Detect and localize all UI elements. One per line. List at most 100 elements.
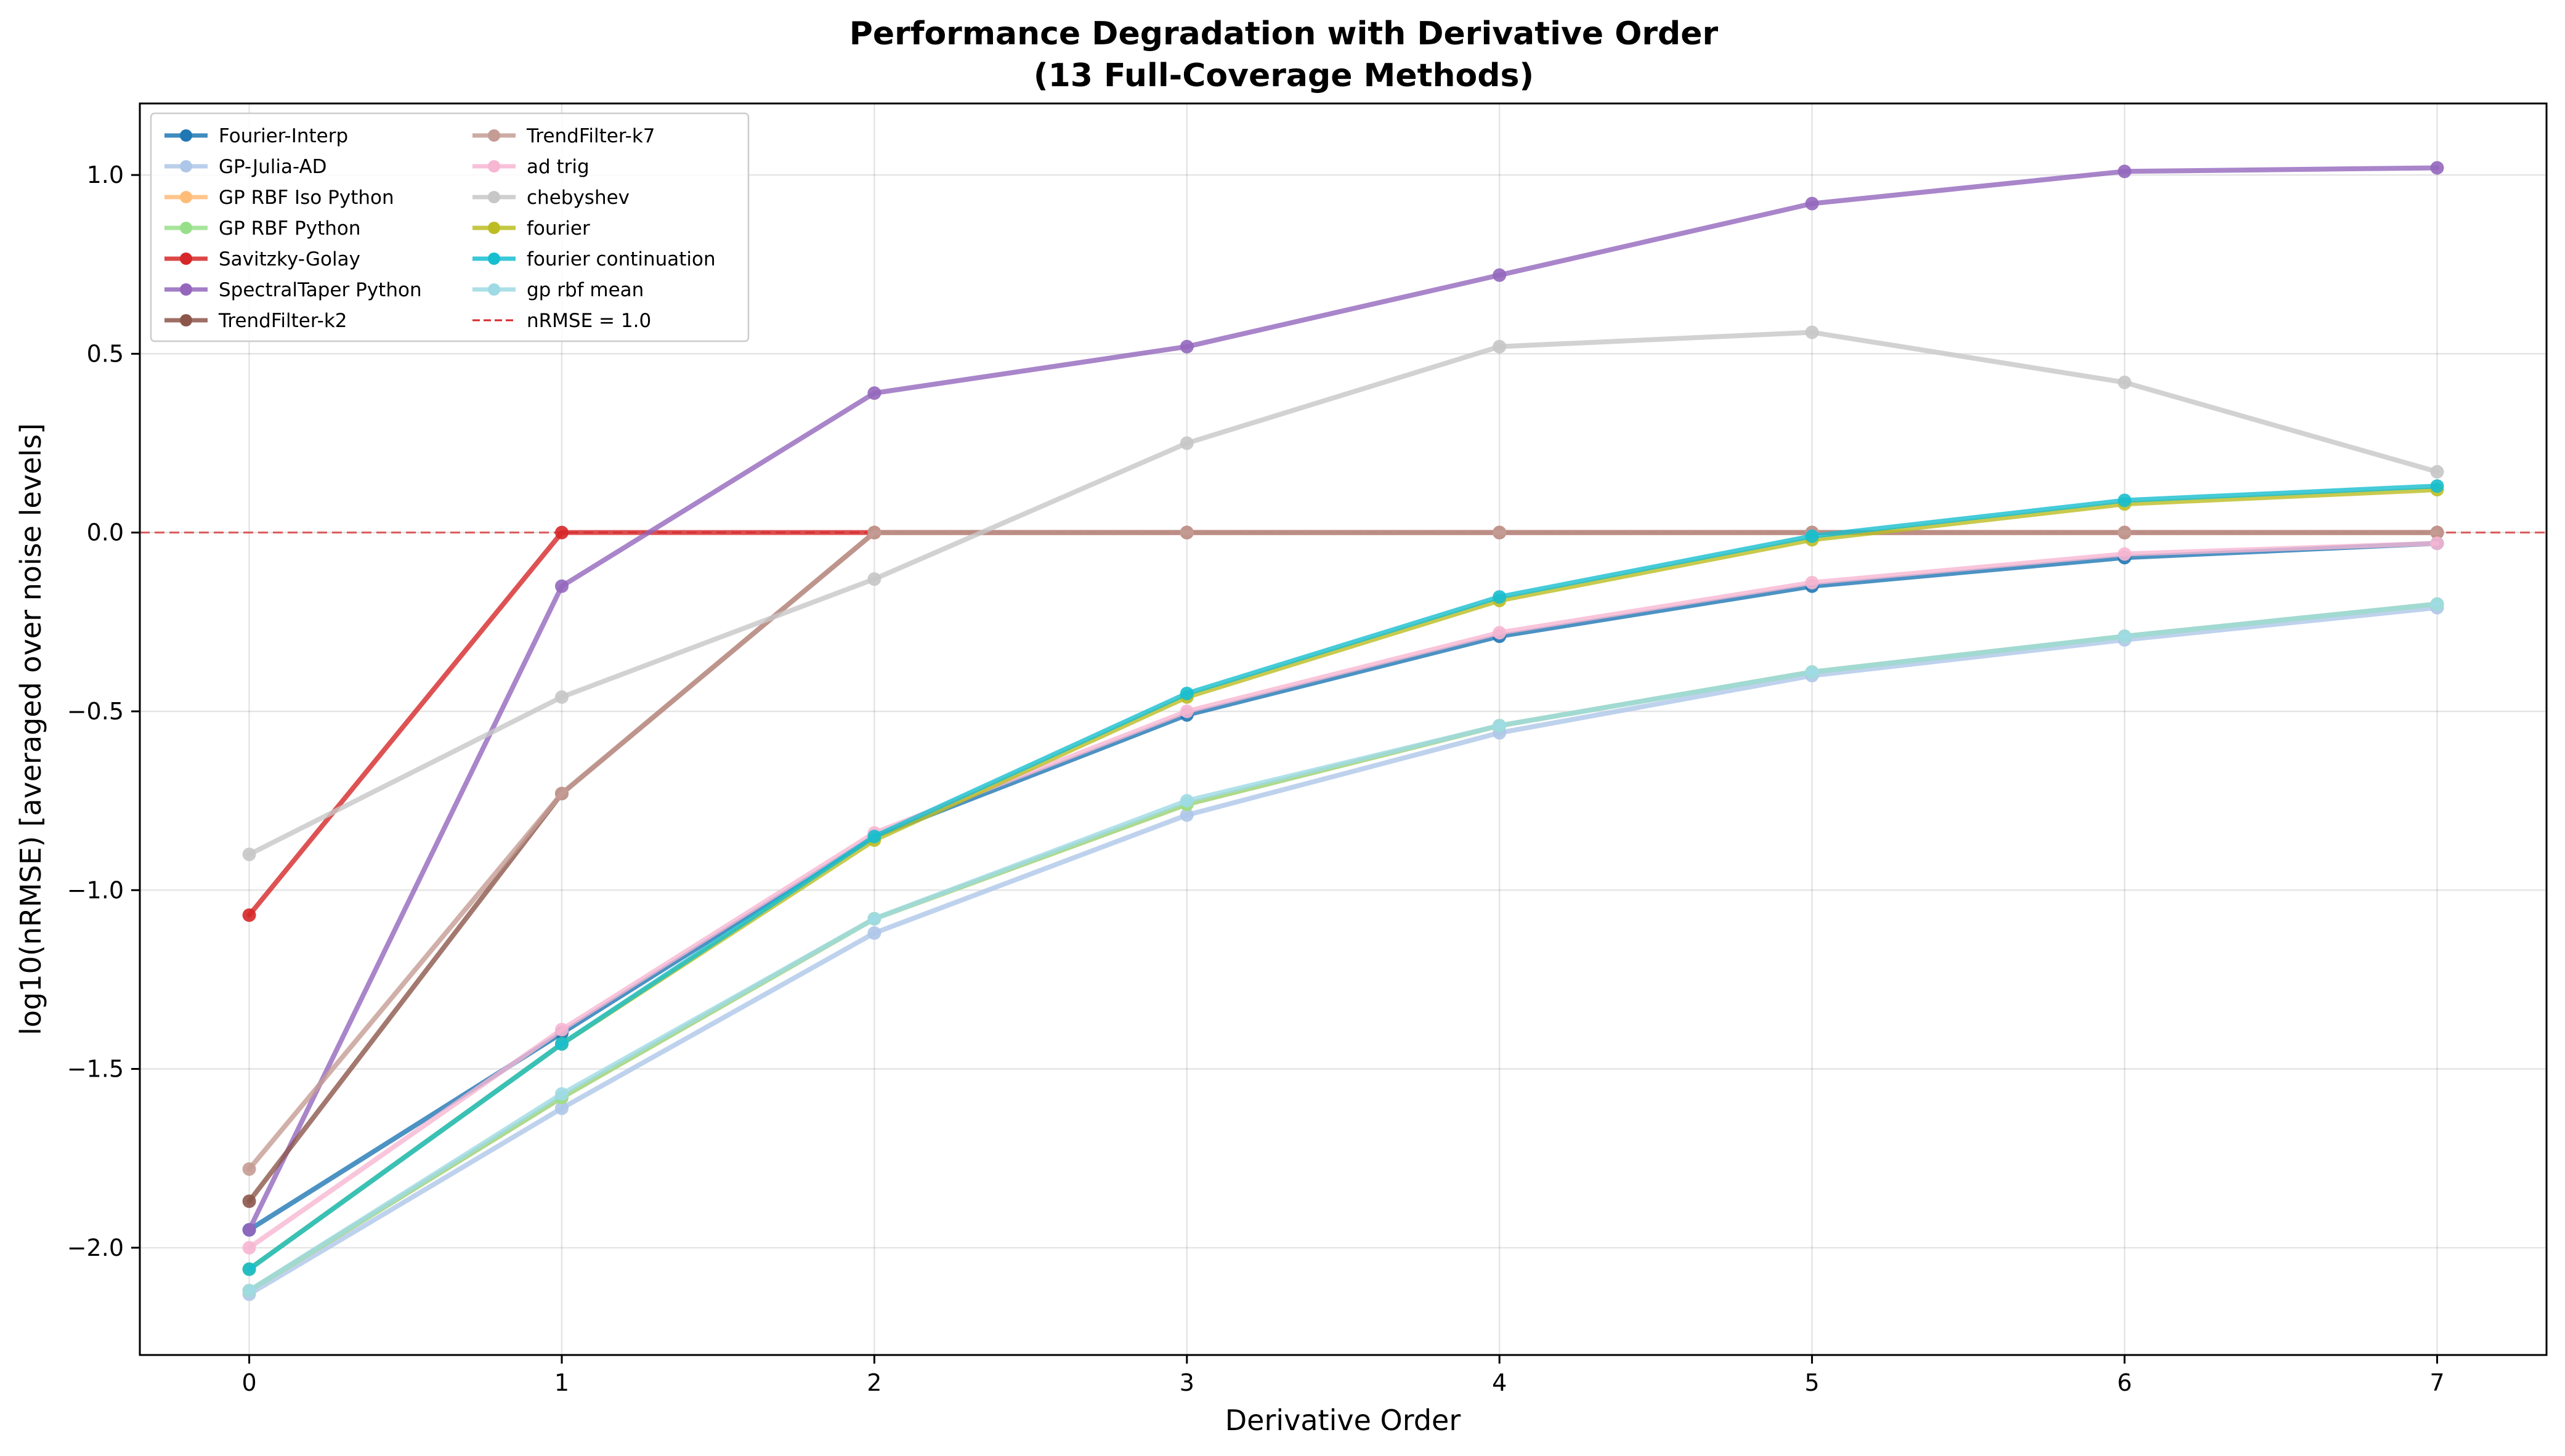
data-point [1180,686,1194,700]
x-tick-label: 2 [867,1369,881,1396]
series-12 [242,597,2444,1298]
legend-entry: GP RBF Iso Python [164,187,394,209]
data-point [2118,547,2132,561]
legend-marker [180,160,192,172]
legend-marker [488,222,500,234]
legend-label: fourier [527,217,590,240]
legend-entry: fourier [472,217,590,240]
data-point [867,572,881,586]
grid [140,103,2547,1355]
data-point [867,926,881,940]
data-point [2118,493,2132,508]
legend-label: chebyshev [527,187,630,209]
data-point [242,1162,256,1176]
data-point [242,1223,256,1237]
y-axis-ticks: −2.0 −1.5 −1.0 −0.5 0.0 0.5 1.0 [67,161,140,1261]
legend-label: GP RBF Iso Python [219,187,394,209]
legend-label: ad trig [527,156,590,178]
legend-marker [180,314,192,326]
y-axis-label: log10(nRMSE) [averaged over noise levels… [14,423,47,1035]
x-tick-label: 6 [2117,1369,2132,1396]
legend-entry: TrendFilter-k7 [472,125,655,147]
data-point [2430,597,2444,611]
legend-label: fourier continuation [527,248,716,270]
legend-marker [488,191,500,203]
data-point [242,1194,256,1208]
data-point [1180,525,1194,540]
data-point [1493,525,1507,540]
data-point [554,1101,569,1115]
x-axis-ticks: 0 1 2 3 4 5 6 7 [241,1355,2445,1396]
data-point [1805,575,1819,589]
series-line [246,330,2440,857]
series-11 [242,479,2444,1276]
legend-marker [488,283,500,296]
data-point [242,908,256,922]
legend-marker [180,129,192,142]
data-point [2430,464,2444,479]
data-point [1493,268,1507,282]
data-point [1180,704,1194,718]
data-point [1180,436,1194,450]
legend-label: TrendFilter-k2 [218,310,347,332]
data-point [1805,529,1819,543]
legend-entry: Savitzky-Golay [164,248,360,270]
series-9 [242,325,2444,862]
y-tick-label: −1.5 [67,1056,124,1083]
legend-entry: GP RBF Python [164,217,361,240]
series-layer [242,161,2444,1301]
y-tick-label: −0.5 [67,698,124,725]
data-point [867,525,881,540]
data-point [1493,590,1507,604]
x-tick-label: 0 [241,1369,256,1396]
x-tick-label: 3 [1180,1369,1194,1396]
data-point [242,1240,256,1255]
legend-label: nRMSE = 1.0 [527,310,651,332]
data-point [2430,479,2444,493]
series-8 [242,536,2444,1255]
y-tick-label: −2.0 [67,1234,124,1261]
series-line [246,483,2440,1272]
legend-label: GP RBF Python [219,217,361,240]
legend-marker [180,283,192,296]
legend-entry: TrendFilter-k2 [164,310,347,332]
legend-entry: SpectralTaper Python [164,279,422,301]
plot-frame [139,102,2548,1356]
series-line [246,601,2440,1293]
legend-marker [180,191,192,203]
data-point [554,525,569,540]
legend-box [150,112,750,342]
data-point [867,912,881,926]
data-point [242,1284,256,1298]
legend-marker [180,253,192,265]
data-point [2430,161,2444,175]
y-tick-label: 0.0 [87,519,124,546]
data-point [242,1262,256,1276]
data-point [1180,808,1194,822]
x-tick-label: 1 [554,1369,569,1396]
data-point [554,1037,569,1051]
data-point [554,1022,569,1037]
legend-label: Fourier-Interp [219,125,348,147]
legend-marker [488,129,500,142]
legend: Fourier-Interp GP-Julia-AD GP RBF Iso Pyth… [150,112,750,342]
chart-subtitle: (13 Full-Coverage Methods) [1034,57,1534,94]
series-line [246,530,2440,1172]
data-point [2430,536,2444,551]
series-7 [242,525,2444,1176]
x-tick-label: 7 [2429,1369,2444,1396]
series-line [246,541,2440,1250]
legend-label: SpectralTaper Python [219,279,422,301]
legend-entry: chebyshev [472,187,630,209]
legend-label: GP-Julia-AD [219,156,327,178]
data-point [554,787,569,801]
x-tick-label: 4 [1492,1369,1507,1396]
legend-label: Savitzky-Golay [219,248,360,270]
data-point [1493,339,1507,354]
series-5 [242,161,2444,1237]
data-point [1805,665,1819,679]
data-point [1805,196,1819,211]
y-tick-label: 0.5 [87,340,124,367]
chart-title: Performance Degradation with Derivative … [849,15,1719,52]
